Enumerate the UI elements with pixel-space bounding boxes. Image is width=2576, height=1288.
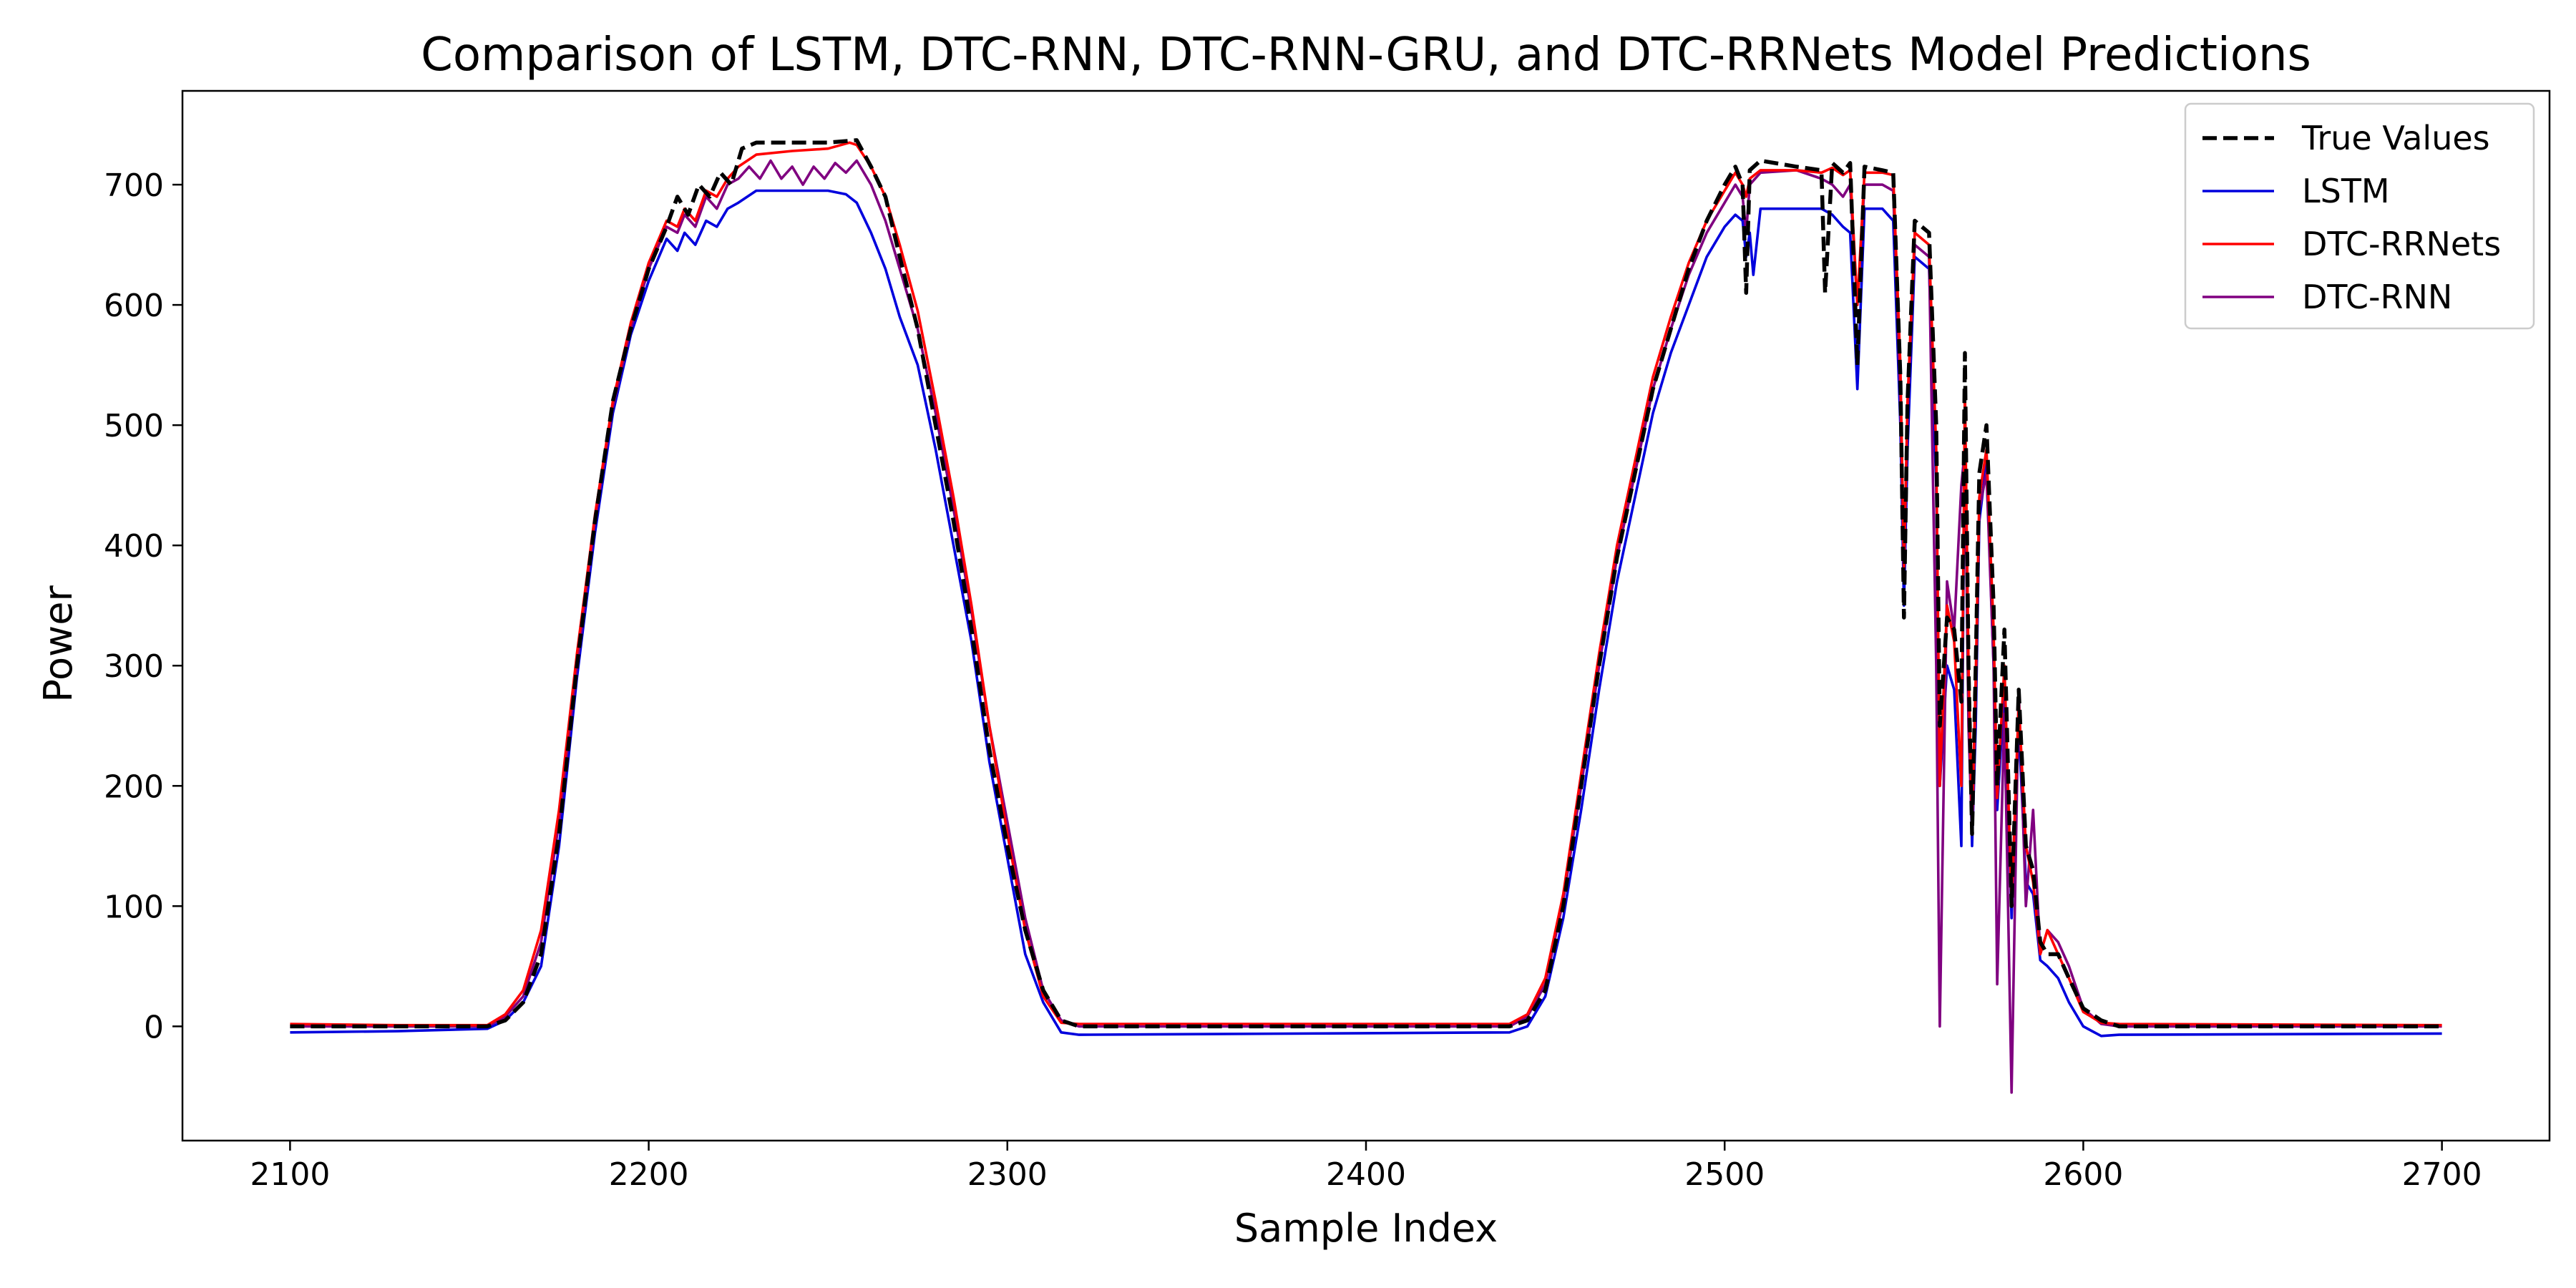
y-tick-label: 300 xyxy=(104,648,164,685)
y-tick-label: 0 xyxy=(144,1009,164,1045)
plot-area xyxy=(290,138,2442,1094)
legend-box xyxy=(2184,102,2535,330)
series-line-true-values xyxy=(290,138,2442,1029)
y-tick-label: 200 xyxy=(104,769,164,805)
x-tick-label: 2700 xyxy=(2402,1156,2482,1193)
y-tick-label: 700 xyxy=(104,167,164,204)
x-axis-label: Sample Index xyxy=(1234,1206,1498,1251)
axes: 2100 2200 2300 2400 2500 2600 2700 0 100 200 300 40… xyxy=(104,89,2551,1193)
legend-label-dtc-rrnets: DTC-RRNets xyxy=(2302,225,2501,263)
legend-label-dtc-rnn: DTC-RNN xyxy=(2302,278,2452,316)
legend: True Values LSTM DTC-RRNets DTC-RNN xyxy=(2184,102,2535,330)
x-tick-label: 2400 xyxy=(1326,1156,1406,1193)
legend-label-true-values: True Values xyxy=(2301,119,2490,157)
y-tick-label: 500 xyxy=(104,408,164,444)
y-tick-label: 400 xyxy=(104,528,164,565)
x-tick-label: 2100 xyxy=(250,1156,330,1193)
legend-label-lstm: LSTM xyxy=(2302,172,2390,210)
y-axis-label: Power xyxy=(36,585,81,703)
x-tick-label: 2200 xyxy=(609,1156,689,1193)
x-tick-label: 2600 xyxy=(2043,1156,2123,1193)
x-tick-label: 2500 xyxy=(1684,1156,1765,1193)
x-tick-label: 2300 xyxy=(967,1156,1048,1193)
y-tick-label: 100 xyxy=(104,889,164,925)
y-tick-label: 600 xyxy=(104,288,164,324)
series-group xyxy=(290,138,2442,1094)
chart-title: Comparison of LSTM, DTC-RNN, DTC-RNN-GRU… xyxy=(421,29,2311,82)
